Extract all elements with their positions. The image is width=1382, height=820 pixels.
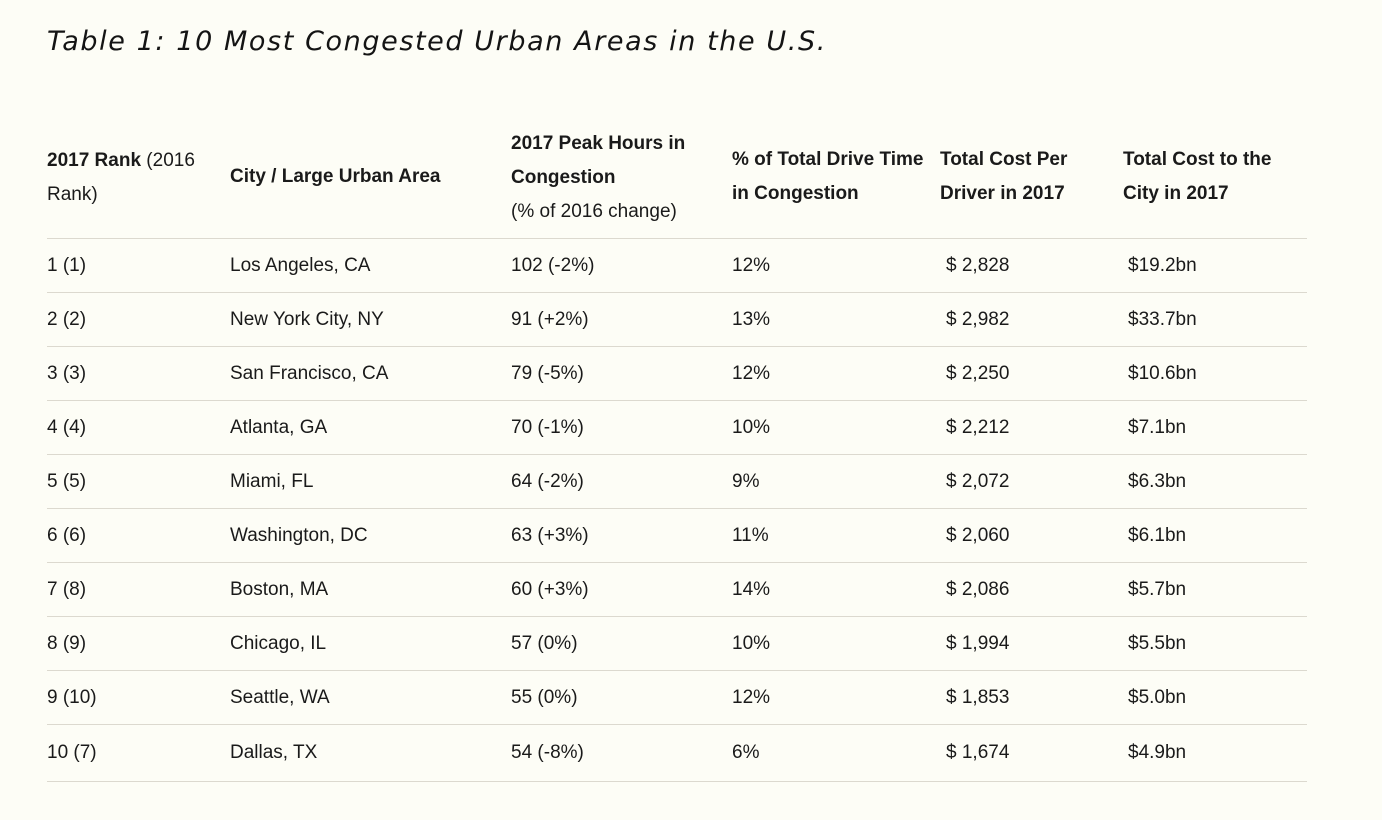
header-cost-per-driver: Total Cost Per Driver in 2017 (940, 143, 1067, 211)
cell-cost-per-driver: $ 2,250 (946, 362, 1010, 384)
cell-city: Dallas, TX (230, 742, 318, 763)
cell-peak-hours: 79 (-5%) (511, 362, 584, 384)
cell-cost-to-city: $6.1bn (1128, 524, 1187, 546)
cell-city: Miami, FL (230, 470, 314, 492)
header-cost-city-line2: City in 2017 (1123, 183, 1229, 204)
table-row: 6 (6) Washington, DC 63 (+3%) 11% $ 2,060 $6.… (47, 509, 1307, 563)
cell-pct-drive-time: 12% (732, 686, 771, 708)
cell-peak-hours: 63 (+3%) (511, 524, 589, 546)
header-rank-bold: 2017 Rank (47, 150, 142, 171)
header-peak-hours: 2017 Peak Hours in Congestion (% of 2016… (511, 127, 685, 229)
cell-pct-drive-time: 10% (732, 416, 771, 438)
header-cost-driver-line1: Total Cost Per (940, 149, 1068, 170)
header-pct-line2: in Congestion (732, 183, 859, 204)
header-peak-note: (% of 2016 change) (511, 201, 677, 222)
cell-city: Washington, DC (230, 524, 368, 546)
cell-pct-drive-time: 13% (732, 308, 771, 330)
header-rank-plain-1: (2016 (141, 150, 195, 171)
header-peak-line1: 2017 Peak Hours in (511, 133, 686, 154)
table-header-row: 2017 Rank (2016 Rank) City / Large Urban… (47, 120, 1307, 239)
cell-peak-hours: 91 (+2%) (511, 308, 589, 330)
table-row: 7 (8) Boston, MA 60 (+3%) 14% $ 2,086 $5.7bn (47, 563, 1307, 617)
cell-peak-hours: 70 (-1%) (511, 416, 584, 438)
cell-cost-to-city: $6.3bn (1128, 470, 1187, 492)
cell-cost-per-driver: $ 2,212 (946, 416, 1010, 438)
cell-city: San Francisco, CA (230, 362, 389, 384)
cell-rank: 6 (6) (47, 524, 87, 546)
table-row: 10 (7) Dallas, TX 54 (-8%) 6% $ 1,674 $4.9bn (47, 725, 1307, 782)
cell-city: Los Angeles, CA (230, 254, 371, 276)
header-city: City / Large Urban Area (230, 160, 440, 194)
cell-cost-per-driver: $ 1,674 (946, 742, 1010, 763)
cell-cost-to-city: $5.5bn (1128, 632, 1187, 654)
cell-rank: 7 (8) (47, 578, 87, 600)
table-row: 2 (2) New York City, NY 91 (+2%) 13% $ 2,982… (47, 293, 1307, 347)
cell-peak-hours: 55 (0%) (511, 686, 578, 708)
table-row: 4 (4) Atlanta, GA 70 (-1%) 10% $ 2,212 $7.1bn (47, 401, 1307, 455)
cell-pct-drive-time: 9% (732, 470, 760, 492)
cell-rank: 1 (1) (47, 254, 87, 276)
header-pct-drive-time: % of Total Drive Time in Congestion (732, 143, 923, 211)
cell-rank: 9 (10) (47, 686, 97, 708)
cell-rank: 5 (5) (47, 470, 87, 492)
table-body: 1 (1) Los Angeles, CA 102 (-2%) 12% $ 2,828 $… (47, 239, 1307, 782)
cell-cost-per-driver: $ 2,086 (946, 578, 1010, 600)
cell-cost-per-driver: $ 2,982 (946, 308, 1010, 330)
cell-rank: 4 (4) (47, 416, 87, 438)
cell-peak-hours: 54 (-8%) (511, 742, 584, 763)
cell-peak-hours: 60 (+3%) (511, 578, 589, 600)
header-cost-city-line1: Total Cost to the (1123, 149, 1272, 170)
header-cost-to-city: Total Cost to the City in 2017 (1123, 143, 1271, 211)
congestion-table: 2017 Rank (2016 Rank) City / Large Urban… (47, 120, 1307, 782)
table-row: 8 (9) Chicago, IL 57 (0%) 10% $ 1,994 $5.5bn (47, 617, 1307, 671)
cell-city: Atlanta, GA (230, 416, 328, 438)
cell-cost-per-driver: $ 2,060 (946, 524, 1010, 546)
cell-cost-per-driver: $ 2,072 (946, 470, 1010, 492)
cell-cost-to-city: $4.9bn (1128, 742, 1187, 763)
cell-cost-to-city: $5.0bn (1128, 686, 1187, 708)
cell-cost-to-city: $33.7bn (1128, 308, 1197, 330)
header-rank-plain-2: Rank) (47, 184, 98, 205)
cell-cost-per-driver: $ 1,994 (946, 632, 1010, 654)
cell-peak-hours: 57 (0%) (511, 632, 578, 654)
cell-pct-drive-time: 6% (732, 742, 760, 763)
cell-rank: 10 (7) (47, 742, 97, 763)
table-row: 5 (5) Miami, FL 64 (-2%) 9% $ 2,072 $6.3bn (47, 455, 1307, 509)
cell-cost-to-city: $7.1bn (1128, 416, 1187, 438)
cell-cost-to-city: $10.6bn (1128, 362, 1197, 384)
table-row: 9 (10) Seattle, WA 55 (0%) 12% $ 1,853 $5.0bn (47, 671, 1307, 725)
header-cost-driver-line2: Driver in 2017 (940, 183, 1065, 204)
cell-rank: 3 (3) (47, 362, 87, 384)
cell-pct-drive-time: 12% (732, 254, 771, 276)
cell-cost-to-city: $5.7bn (1128, 578, 1187, 600)
cell-pct-drive-time: 11% (732, 524, 769, 546)
cell-cost-per-driver: $ 1,853 (946, 686, 1010, 708)
table-row: 1 (1) Los Angeles, CA 102 (-2%) 12% $ 2,828 $… (47, 239, 1307, 293)
header-rank: 2017 Rank (2016 Rank) (47, 144, 195, 212)
cell-city: New York City, NY (230, 308, 384, 330)
cell-cost-to-city: $19.2bn (1128, 254, 1197, 276)
cell-peak-hours: 64 (-2%) (511, 470, 584, 492)
cell-pct-drive-time: 12% (732, 362, 771, 384)
cell-peak-hours: 102 (-2%) (511, 254, 595, 276)
cell-cost-per-driver: $ 2,828 (946, 254, 1010, 276)
cell-pct-drive-time: 10% (732, 632, 771, 654)
table-row: 3 (3) San Francisco, CA 79 (-5%) 12% $ 2,250… (47, 347, 1307, 401)
cell-pct-drive-time: 14% (732, 578, 771, 600)
cell-city: Chicago, IL (230, 632, 327, 654)
cell-city: Boston, MA (230, 578, 329, 600)
header-pct-line1: % of Total Drive Time (732, 149, 924, 170)
table-title: Table 1: 10 Most Congested Urban Areas i… (47, 26, 827, 57)
cell-city: Seattle, WA (230, 686, 330, 708)
header-peak-line2: Congestion (511, 167, 616, 188)
cell-rank: 8 (9) (47, 632, 87, 654)
cell-rank: 2 (2) (47, 308, 87, 330)
header-city-label: City / Large Urban Area (230, 166, 441, 187)
